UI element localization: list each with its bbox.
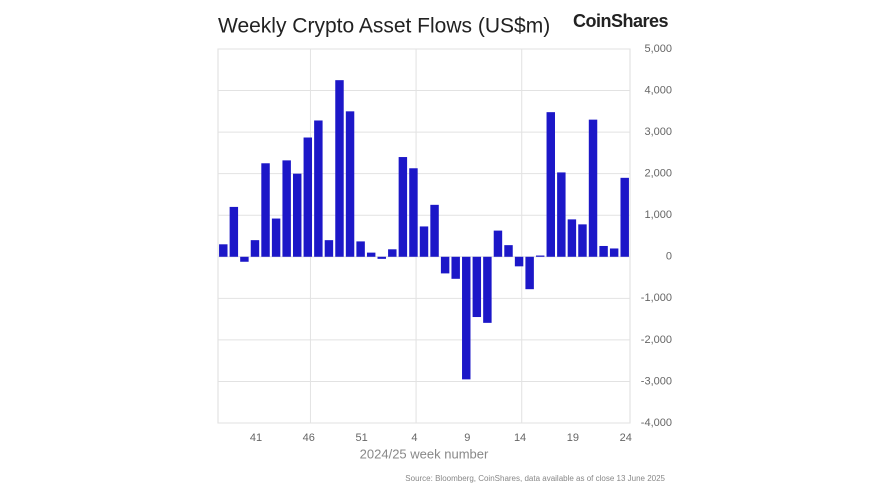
bar (620, 177, 629, 257)
bar (388, 249, 397, 257)
bar (282, 160, 291, 257)
y-tick-label: -2,000 (641, 334, 672, 346)
bar (324, 240, 334, 257)
bar (493, 230, 503, 257)
y-tick-label: -3,000 (641, 375, 672, 387)
bar (567, 219, 577, 257)
bar (335, 80, 344, 257)
bar (314, 120, 323, 257)
bar (483, 256, 492, 323)
y-tick-label: 1,000 (644, 209, 672, 221)
x-tick-label: 51 (355, 432, 367, 444)
bar (366, 252, 376, 257)
bar (240, 256, 249, 262)
x-tick-label: 9 (464, 432, 470, 444)
x-tick-label: 46 (303, 432, 315, 444)
bar (377, 256, 386, 259)
bar (588, 119, 598, 257)
y-tick-label: 3,000 (644, 126, 672, 138)
bar (261, 163, 270, 257)
bar (546, 112, 555, 257)
chart-title: Weekly Crypto Asset Flows (US$m) (218, 15, 550, 38)
y-tick-label: 2,000 (644, 168, 672, 180)
bar (609, 248, 619, 257)
brand-logo: CoinShares (573, 11, 669, 31)
x-tick-label: 4 (411, 432, 417, 444)
bar (430, 204, 439, 257)
x-tick-label: 19 (567, 432, 579, 444)
bar (293, 173, 302, 257)
bar (472, 256, 482, 318)
x-axis-label: 2024/25 week number (360, 446, 489, 461)
bar (398, 157, 408, 257)
x-tick-label: 24 (620, 432, 632, 444)
x-tick-label: 14 (514, 432, 526, 444)
bar (419, 226, 429, 257)
bar (557, 172, 566, 257)
x-tick-label: 41 (250, 432, 262, 444)
bar (535, 255, 545, 257)
bar (303, 137, 313, 257)
bar (229, 206, 239, 257)
bar (409, 168, 418, 257)
y-tick-label: -1,000 (641, 292, 672, 304)
bar (451, 256, 460, 279)
bar (462, 256, 471, 380)
bar (356, 241, 365, 257)
bar (578, 224, 587, 257)
bar (599, 245, 608, 257)
y-tick-label: 5,000 (644, 43, 672, 55)
y-tick-label: 0 (666, 251, 672, 263)
source-note: Source: Bloomberg, CoinShares, data avai… (405, 474, 665, 483)
y-tick-label: -4,000 (641, 417, 672, 429)
bar (514, 256, 524, 267)
bar (440, 256, 450, 274)
bar (271, 218, 281, 257)
bar (219, 244, 228, 257)
bar (250, 240, 260, 257)
y-tick-label: 4,000 (644, 84, 672, 96)
bar (525, 256, 534, 290)
bar (504, 245, 513, 257)
bar (345, 111, 355, 257)
